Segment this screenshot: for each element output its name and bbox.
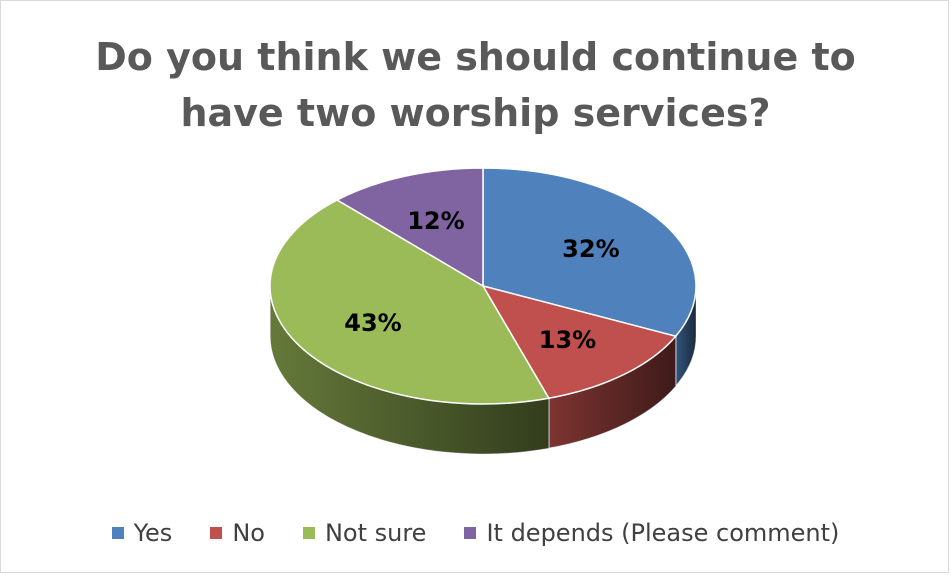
legend-item: No [210, 519, 265, 547]
slice-label-it-depends-please-comment: 12% [407, 207, 464, 235]
pie-slice-it-depends-please-comment [335, 167, 484, 288]
legend-item: It depends (Please comment) [464, 519, 839, 547]
slice-label-yes: 32% [562, 235, 619, 263]
legend-label: It depends (Please comment) [486, 519, 840, 547]
legend-label: No [232, 519, 265, 547]
legend-swatch [111, 527, 124, 539]
pie-slice-not-sure [269, 199, 551, 405]
pie-labels: 32% 13% 43% 12% [344, 207, 619, 354]
legend: Yes No Not sure It depends (Please comment) [1, 519, 950, 547]
slice-label-no: 13% [539, 326, 596, 354]
legend-label: Yes [133, 519, 173, 547]
pie-slice-no [481, 284, 678, 400]
pie-tops [269, 167, 697, 405]
pie-slice-yes [482, 167, 697, 338]
slice-label-not-sure: 43% [344, 309, 401, 337]
legend-label: Not sure [324, 519, 427, 547]
pie-chart: 32% 13% 43% 12% [269, 167, 697, 455]
pie-side-shade [675, 286, 696, 387]
pie-side-shade [548, 336, 676, 449]
legend-item: Not sure [302, 519, 427, 547]
legend-item: Yes [111, 519, 173, 547]
chart-title: Do you think we should continue to have … [95, 35, 856, 135]
pie-side-shade [270, 286, 549, 454]
pie-sides [269, 285, 697, 455]
legend-swatch [302, 527, 315, 539]
legend-swatch [464, 527, 477, 539]
legend-swatch [210, 527, 223, 539]
